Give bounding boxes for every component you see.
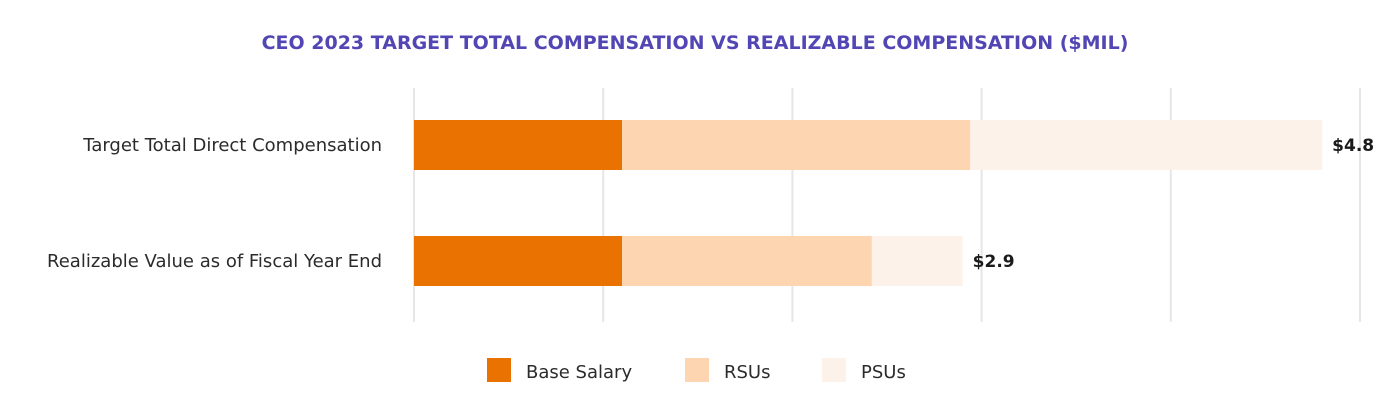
legend-label-rsus: RSUs bbox=[724, 362, 771, 383]
labels: Target Total Direct Compensation $4.8 Real… bbox=[47, 135, 1374, 272]
legend-swatch-psus bbox=[822, 358, 846, 382]
data-label-total: $4.8 bbox=[1332, 136, 1374, 156]
bar-segment-rsus bbox=[622, 236, 872, 286]
legend-label-base-salary: Base Salary bbox=[526, 362, 632, 383]
bar-segment-psus bbox=[970, 120, 1323, 170]
category-label: Realizable Value as of Fiscal Year End bbox=[47, 251, 382, 272]
bar-segment-base-salary bbox=[414, 120, 623, 170]
data-label-total: $2.9 bbox=[973, 252, 1015, 272]
legend-swatch-base-salary bbox=[487, 358, 511, 382]
chart-title: CEO 2023 TARGET TOTAL COMPENSATION VS RE… bbox=[262, 32, 1129, 54]
bars bbox=[414, 120, 1323, 286]
bar-segment-rsus bbox=[622, 120, 971, 170]
bar-segment-psus bbox=[871, 236, 963, 286]
category-label: Target Total Direct Compensation bbox=[82, 135, 382, 156]
legend-label-psus: PSUs bbox=[861, 362, 906, 383]
legend: Base Salary RSUs PSUs bbox=[487, 358, 906, 383]
legend-swatch-rsus bbox=[685, 358, 709, 382]
bar-segment-base-salary bbox=[414, 236, 623, 286]
